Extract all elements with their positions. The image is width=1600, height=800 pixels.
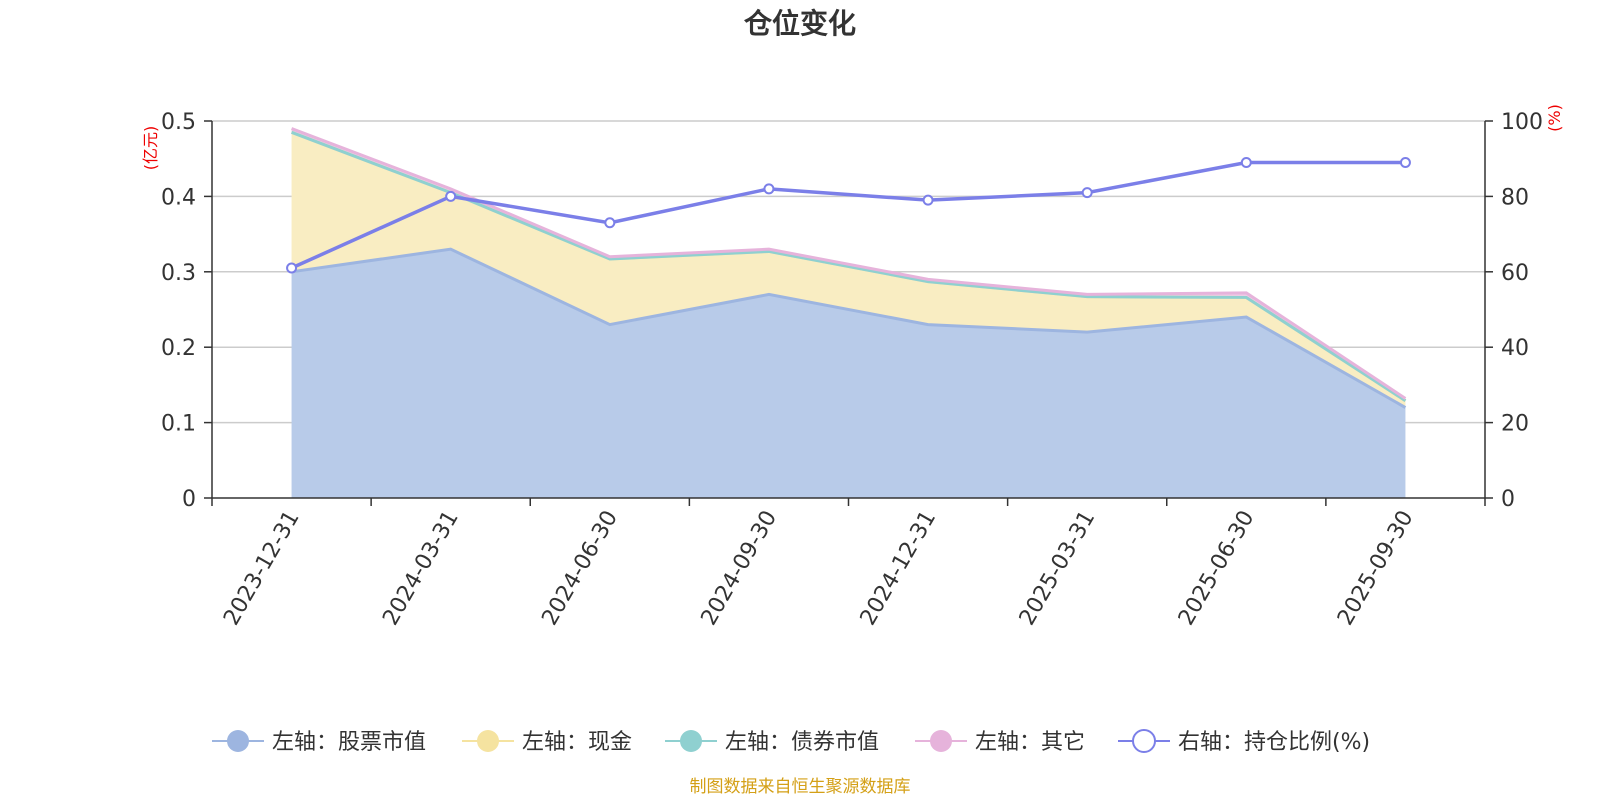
holding-ratio-point <box>1399 156 1411 168</box>
right-axis-tick-label: 100 <box>1501 110 1543 135</box>
chart-title: 仓位变化 <box>744 7 856 40</box>
x-axis-tick-label: 2024-09-30 <box>697 507 783 630</box>
holding-ratio-point <box>445 190 457 202</box>
right-axis-unit: (%) <box>1545 104 1564 132</box>
right-axis-tick-label: 20 <box>1501 412 1529 437</box>
holding-ratio-point <box>1081 187 1093 199</box>
x-axis-tick-label: 2023-12-31 <box>219 507 305 630</box>
area-2 <box>291 132 1406 408</box>
x-axis-tick-label: 2024-03-31 <box>378 507 464 630</box>
left-axis-tick-label: 0.2 <box>161 336 196 361</box>
x-axis-tick-label: 2025-06-30 <box>1174 507 1260 630</box>
right-axis-tick-label: 60 <box>1501 261 1529 286</box>
plot-layer: 0 0.1 0.2 0.3 0.4 0.5 0 20 40 60 80 100 2023-12-31 20… <box>161 110 1543 630</box>
area-1 <box>291 249 1406 498</box>
holding-ratio-point <box>604 217 616 229</box>
holding-ratio-point <box>922 194 934 206</box>
legend-label: 右轴：持仓比例(%) <box>1178 730 1370 755</box>
legend-label: 左轴：现金 <box>522 730 632 755</box>
legend: 左轴：股票市值 左轴：现金 左轴：债券市值 左轴：其它 右轴：持仓比例(%) <box>212 729 1370 755</box>
legend-label: 左轴：股票市值 <box>272 730 426 755</box>
left-axis-tick-label: 0.4 <box>161 185 196 210</box>
area-line-3 <box>291 130 1407 402</box>
legend-swatch-marker <box>680 730 702 752</box>
holding-ratio-point <box>286 262 298 274</box>
data-source-footer: 制图数据来自恒生聚源数据库 <box>690 777 911 797</box>
legend-swatch-marker <box>227 730 249 752</box>
x-axis-tick-label: 2024-06-30 <box>537 507 623 630</box>
holding-ratio-point <box>763 183 775 195</box>
legend-label: 左轴：债券市值 <box>725 730 879 755</box>
x-axis-tick-label: 2024-12-31 <box>856 507 942 630</box>
left-axis-tick-label: 0.5 <box>161 110 196 135</box>
left-axis-tick-label: 0 <box>182 487 196 512</box>
left-axis-tick-label: 0.3 <box>161 261 196 286</box>
right-axis-tick-label: 0 <box>1501 487 1515 512</box>
holding-ratio-point <box>1240 156 1252 168</box>
legend-swatch-marker <box>930 730 952 752</box>
x-axis-tick-label: 2025-09-30 <box>1333 507 1419 630</box>
left-axis-tick-label: 0.1 <box>161 412 196 437</box>
right-axis-tick-label: 80 <box>1501 185 1529 210</box>
legend-label: 左轴：其它 <box>975 730 1085 755</box>
left-axis-unit: (亿元) <box>141 126 160 171</box>
legend-swatch-marker <box>1132 729 1156 753</box>
right-axis-tick-label: 40 <box>1501 336 1529 361</box>
x-axis-tick-label: 2025-03-31 <box>1015 507 1101 630</box>
legend-swatch-marker <box>477 730 499 752</box>
area-line-1 <box>291 247 1407 409</box>
holding-ratio-line <box>290 160 1406 270</box>
